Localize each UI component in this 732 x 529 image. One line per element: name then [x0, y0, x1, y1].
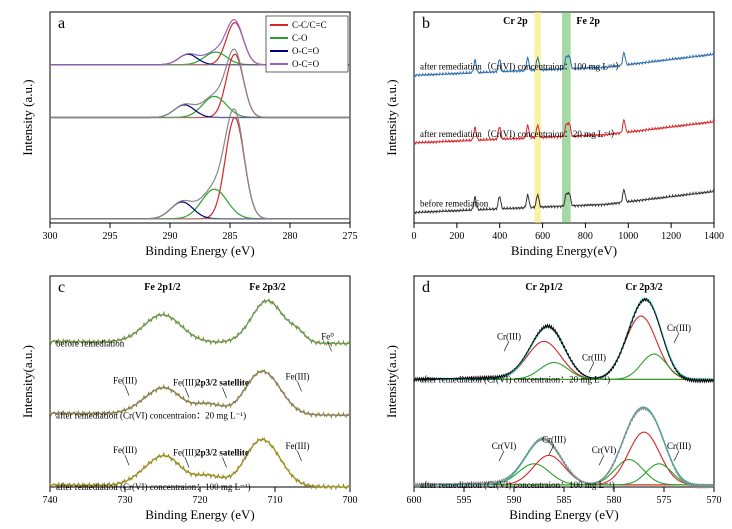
svg-text:Fe(III): Fe(III) [173, 447, 197, 457]
svg-text:285: 285 [223, 231, 238, 242]
svg-text:Cr(III): Cr(III) [542, 435, 566, 445]
svg-text:Cr 2p1/2: Cr 2p1/2 [525, 282, 562, 293]
svg-text:b: b [422, 15, 430, 32]
svg-text:before remediation: before remediation [420, 198, 489, 208]
svg-text:a: a [58, 15, 65, 32]
svg-text:after remediation (Cr(VI) conc: after remediation (Cr(VI) concentraion：1… [420, 480, 615, 490]
svg-text:after remediation (Cr(VI) conc: after remediation (Cr(VI) concentraion：1… [56, 482, 251, 492]
svg-text:Fe 2p1/2: Fe 2p1/2 [144, 282, 180, 293]
svg-text:Cr(III): Cr(III) [667, 323, 691, 333]
svg-text:Intensity(a.u.): Intensity(a.u.) [20, 345, 35, 418]
svg-text:after remediation（Cr(VI) conc: after remediation（Cr(VI) concentraion：20… [420, 129, 620, 139]
svg-text:600: 600 [535, 231, 550, 242]
panel-c: 740 730 720 710 700 Binding Energy (eV) Intens… [8, 268, 360, 523]
svg-text:c: c [58, 279, 65, 296]
svg-text:Fe(III): Fe(III) [113, 445, 137, 455]
svg-text:d: d [422, 279, 430, 296]
svg-text:720: 720 [193, 495, 208, 506]
svg-text:Binding Energy(eV): Binding Energy(eV) [511, 243, 617, 258]
svg-text:600: 600 [407, 495, 422, 506]
svg-text:800: 800 [578, 231, 593, 242]
svg-text:O-C=O: O-C=O [292, 59, 320, 69]
svg-text:Binding Energy (eV): Binding Energy (eV) [145, 507, 255, 522]
svg-text:Fe(III): Fe(III) [286, 441, 310, 451]
svg-text:280: 280 [283, 231, 298, 242]
svg-text:Cr(VI): Cr(VI) [492, 441, 517, 451]
svg-text:Cr(VI): Cr(VI) [592, 445, 617, 455]
svg-text:1400: 1400 [704, 231, 724, 242]
svg-text:Cr(III): Cr(III) [667, 441, 691, 451]
svg-text:Fe 2p: Fe 2p [576, 16, 600, 27]
svg-text:Fe(III): Fe(III) [113, 376, 137, 386]
svg-text:Fe 2p3/2: Fe 2p3/2 [249, 282, 285, 293]
svg-text:after remediation（Cr(VI) conce: after remediation（Cr(VI) concentraion：10… [420, 61, 624, 71]
panel-d: 600 595 590 585 580 575 570 Binding Energy (eV)… [372, 268, 724, 523]
svg-text:575: 575 [657, 495, 672, 506]
panel-b: 0 200 400 600 800 1000 1200 1400 Binding Energy(… [372, 4, 724, 259]
svg-text:290: 290 [163, 231, 178, 242]
svg-text:300: 300 [43, 231, 58, 242]
svg-text:Intensity (a.u.): Intensity (a.u.) [20, 79, 35, 155]
svg-text:1000: 1000 [618, 231, 638, 242]
svg-text:730: 730 [118, 495, 133, 506]
svg-text:C-C/C=C: C-C/C=C [292, 20, 327, 30]
svg-text:580: 580 [607, 495, 622, 506]
panel-a: 300 295 290 285 280 275 Binding Energy (eV) Int… [8, 4, 360, 259]
svg-text:295: 295 [103, 231, 118, 242]
svg-text:Cr(III): Cr(III) [497, 331, 521, 341]
svg-text:570: 570 [707, 495, 722, 506]
svg-text:after remediation (Cr(VI) conc: after remediation (Cr(VI) concentraion：2… [56, 410, 246, 420]
svg-text:C-O: C-O [292, 33, 308, 43]
svg-text:700: 700 [343, 495, 358, 506]
svg-text:Binding Energy (eV): Binding Energy (eV) [509, 507, 619, 522]
svg-text:Intensity(a.u.): Intensity(a.u.) [384, 345, 399, 418]
svg-text:Cr 2p: Cr 2p [503, 16, 528, 27]
xps-figure: 300 295 290 285 280 275 Binding Energy (eV) Int… [0, 0, 732, 529]
svg-text:Fe(III): Fe(III) [173, 378, 197, 388]
svg-text:after remediation (Cr(VI) conc: after remediation (Cr(VI) concentraion：2… [420, 375, 610, 385]
svg-text:Intensity (a.u.): Intensity (a.u.) [384, 79, 399, 155]
svg-text:0: 0 [412, 231, 417, 242]
svg-text:Fe⁰: Fe⁰ [321, 331, 334, 341]
svg-text:590: 590 [507, 495, 522, 506]
svg-text:400: 400 [492, 231, 507, 242]
svg-text:Cr 2p3/2: Cr 2p3/2 [625, 282, 662, 293]
svg-text:2p3/2 satellite: 2p3/2 satellite [196, 378, 249, 388]
svg-text:585: 585 [557, 495, 572, 506]
svg-text:O-C=O: O-C=O [292, 46, 320, 56]
svg-text:710: 710 [268, 495, 283, 506]
svg-text:Cr(III): Cr(III) [582, 352, 606, 362]
svg-text:200: 200 [449, 231, 464, 242]
svg-text:Binding Energy (eV): Binding Energy (eV) [145, 243, 255, 258]
svg-text:1200: 1200 [661, 231, 681, 242]
svg-text:before remediation: before remediation [56, 339, 125, 349]
svg-text:Fe(III): Fe(III) [286, 371, 310, 381]
svg-text:275: 275 [343, 231, 358, 242]
svg-text:595: 595 [457, 495, 472, 506]
svg-text:740: 740 [43, 495, 58, 506]
svg-text:2p3/2 satellite: 2p3/2 satellite [196, 447, 249, 457]
